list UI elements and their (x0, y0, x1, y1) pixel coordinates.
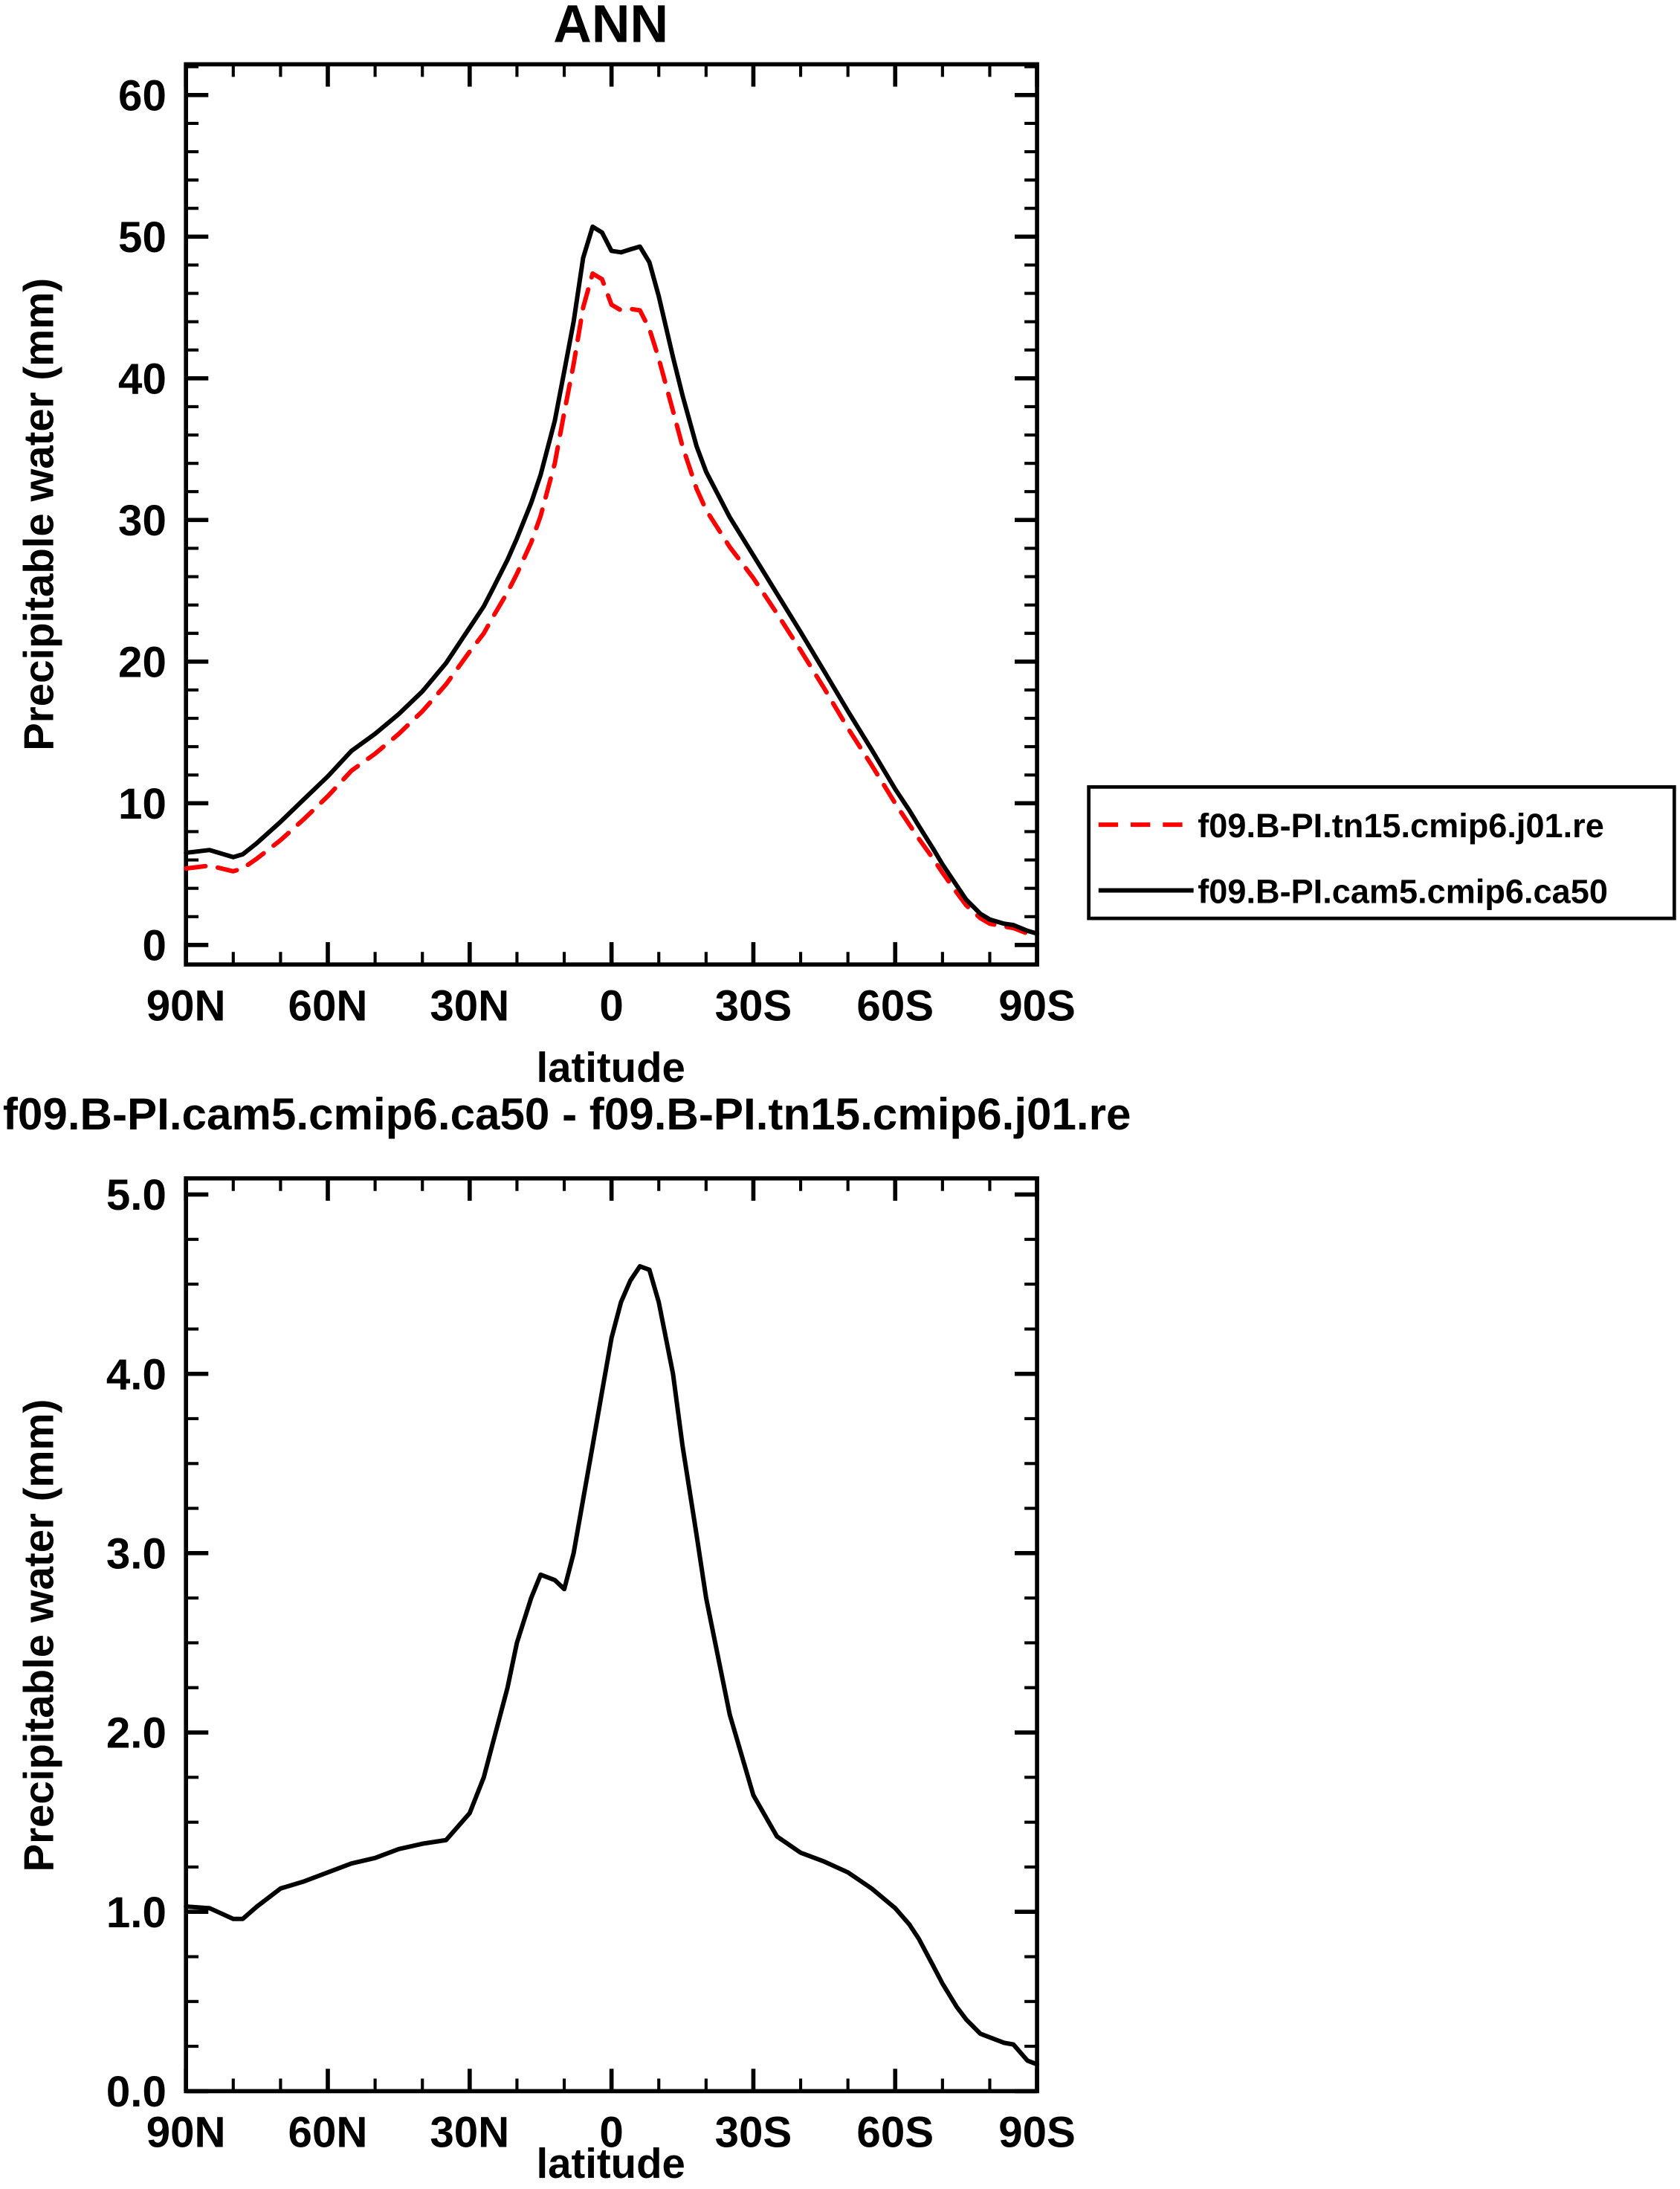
bottom-chart-x-axis-label: latitude (536, 2140, 685, 2187)
x-tick-label: 90N (146, 981, 226, 1030)
y-tick-label: 4.0 (106, 1350, 167, 1399)
series-line-0 (184, 1264, 1040, 2067)
y-tick-label: 20 (118, 639, 167, 687)
x-tick-label: 30N (430, 2109, 509, 2157)
y-tick-label: 30 (118, 497, 167, 545)
top-chart-title: ANN (553, 0, 668, 54)
y-tick-label: 0.0 (106, 2068, 167, 2116)
x-tick-label: 30S (715, 2109, 792, 2157)
series-line-0 (184, 271, 1040, 938)
legend-label-cam5: f09.B-PI.cam5.cmip6.ca50 (1198, 872, 1608, 910)
y-tick-label: 2.0 (106, 1709, 167, 1758)
series-line-1 (184, 224, 1040, 936)
x-tick-label: 60S (856, 2109, 934, 2157)
top-chart: 90N 60N 30N 0 30S 60S 90S 0 10 20 30 40 50 60 ANN Pre… (16, 0, 1676, 1091)
x-tick-label: 30N (430, 981, 509, 1030)
legend-box (1087, 785, 1676, 921)
y-tick-label: 3.0 (106, 1530, 167, 1579)
y-tick-label: 5.0 (106, 1171, 167, 1219)
x-tick-label: 90S (998, 2109, 1076, 2157)
x-tick-label: 60S (856, 981, 934, 1030)
y-tick-label: 1.0 (106, 1889, 167, 1937)
y-tick-label: 10 (118, 780, 167, 828)
top-chart-x-axis-label: latitude (536, 1044, 685, 1091)
bottom-chart-title: f09.B-PI.cam5.cmip6.ca50 - f09.B-PI.tn15… (3, 1089, 1131, 1139)
plot-frame (184, 62, 1039, 967)
x-tick-label: 60N (288, 981, 368, 1030)
x-tick-label: 90S (998, 981, 1076, 1030)
bottom-chart-plot: 90N 60N 30N 0 30S 60S 90S 0.0 1.0 2.0 3.0 4.0 5.0 (106, 1171, 1076, 2156)
top-chart-y-axis-label: Precipitable water (mm) (16, 278, 62, 751)
bottom-chart-y-axis-label: Precipitable water (mm) (16, 1399, 62, 1872)
x-tick-label: 0 (599, 981, 623, 1030)
y-tick-label: 40 (118, 355, 167, 404)
plot-frame (184, 1176, 1039, 2094)
x-tick-label: 60N (288, 2109, 368, 2157)
top-chart-plot: 90N 60N 30N 0 30S 60S 90S 0 10 20 30 40 50 60 (118, 62, 1076, 1030)
x-tick-label: 90N (146, 2109, 226, 2157)
x-tick-label: 0 (599, 2109, 623, 2157)
legend-label-tn15: f09.B-PI.tn15.cmip6.j01.re (1198, 807, 1604, 845)
y-tick-label: 0 (142, 922, 166, 970)
legend: f09.B-PI.tn15.cmip6.j01.re f09.B-PI.cam5… (1087, 785, 1676, 921)
y-tick-label: 50 (118, 213, 167, 262)
bottom-chart: 90N 60N 30N 0 30S 60S 90S 0.0 1.0 2.0 3.0 4.0 5.0 f0… (3, 1089, 1131, 2187)
y-tick-label: 60 (118, 71, 167, 120)
x-tick-label: 30S (715, 981, 792, 1030)
